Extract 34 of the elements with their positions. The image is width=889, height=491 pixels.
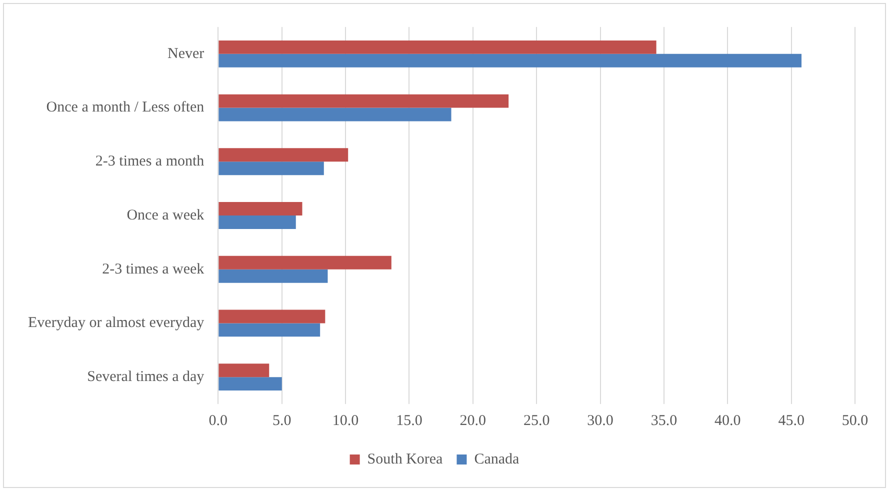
y-tick-label: Several times a day xyxy=(87,369,205,386)
x-tick-label: 0.0 xyxy=(208,412,228,429)
bar xyxy=(218,54,802,68)
bar xyxy=(218,323,320,337)
x-tick-label: 5.0 xyxy=(272,412,292,429)
bar xyxy=(218,108,452,122)
bar xyxy=(218,148,348,162)
y-tick-label: Once a month / Less often xyxy=(46,100,205,116)
bar xyxy=(218,40,656,54)
x-tick-label: 40.0 xyxy=(714,412,741,429)
x-tick-label: 35.0 xyxy=(650,412,678,429)
bar xyxy=(218,377,282,391)
y-tick-label: 2-3 times a week xyxy=(102,261,205,278)
bar xyxy=(218,310,326,324)
x-tick-label: 50.0 xyxy=(842,412,868,429)
y-tick-label: 2-3 times a month xyxy=(95,154,205,170)
x-tick-label: 25.0 xyxy=(523,412,550,429)
y-tick-label: Once a week xyxy=(126,207,205,224)
bar xyxy=(218,216,296,229)
x-tick-label: 45.0 xyxy=(778,412,804,429)
x-tick-label: 15.0 xyxy=(396,412,422,429)
y-tick-label: Everyday or almost everyday xyxy=(28,315,205,332)
bar xyxy=(218,202,302,216)
x-tick-label: 10.0 xyxy=(332,412,359,429)
legend-label: Canada xyxy=(474,451,520,468)
bar xyxy=(218,94,509,108)
bar xyxy=(218,269,328,283)
legend-label: South Korea xyxy=(367,451,444,468)
y-tick-label: Never xyxy=(168,46,204,62)
bar xyxy=(218,364,270,378)
bar xyxy=(218,162,324,176)
bar xyxy=(218,256,392,270)
x-tick-label: 30.0 xyxy=(587,412,614,429)
x-tick-label: 20.0 xyxy=(460,412,486,429)
